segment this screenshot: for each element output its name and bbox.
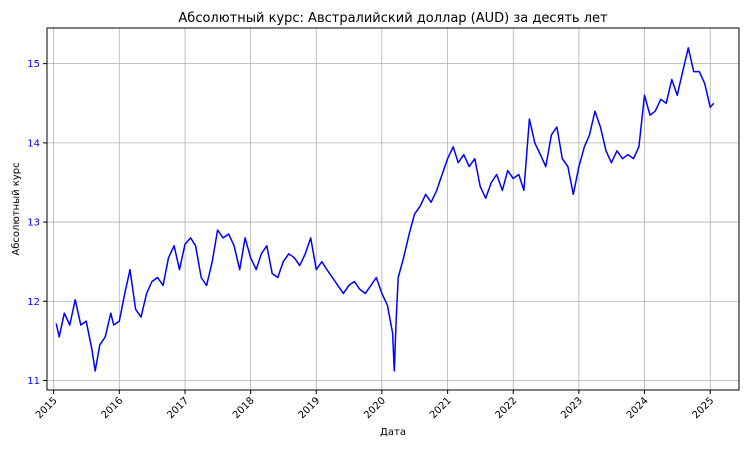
y-tick-label: 12 — [27, 297, 40, 308]
chart-title: Абсолютный курс: Австралийский доллар (A… — [178, 11, 608, 26]
y-axis-ticks: 11 12 13 14 15 — [27, 59, 47, 387]
y-tick-label: 11 — [27, 376, 40, 387]
x-axis-label: Дата — [380, 427, 406, 438]
y-tick-label: 14 — [27, 138, 40, 149]
y-tick-label: 15 — [27, 59, 40, 70]
y-tick-label: 13 — [27, 218, 40, 229]
data-series — [55, 47, 715, 372]
series-line — [55, 47, 715, 372]
grid — [47, 28, 739, 390]
y-axis-label: Абсолютный курс — [11, 162, 22, 255]
plot-frame — [46, 27, 740, 391]
